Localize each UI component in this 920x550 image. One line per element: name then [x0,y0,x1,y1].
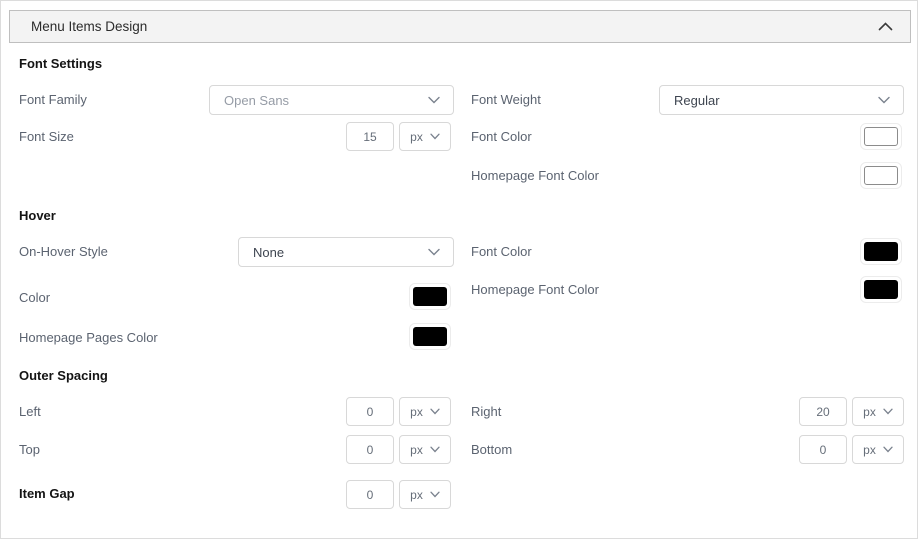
panel-frame: Menu Items Design Font Settings Font Fam… [0,0,918,539]
spacing-right-group: 20 px [799,397,904,426]
section-title-hover: Hover [19,208,56,223]
homepage-font-color-swatch[interactable] [860,162,902,189]
spacing-right-unit: px [863,404,876,419]
chevron-down-icon [428,96,440,104]
panel-header[interactable]: Menu Items Design [9,10,911,43]
hover-homepage-font-color-swatch[interactable] [860,276,902,303]
chevron-down-icon [883,446,893,453]
hover-font-color-swatch[interactable] [860,238,902,265]
spacing-right-input[interactable]: 20 [799,397,847,426]
section-title-outer-spacing: Outer Spacing [19,368,108,383]
hover-font-color-value [864,242,898,261]
spacing-bottom-unit: px [863,442,876,457]
chevron-down-icon [430,133,440,140]
spacing-top-group: 0 px [346,435,451,464]
font-weight-label: Font Weight [471,92,541,107]
font-size-label: Font Size [19,129,74,144]
homepage-font-color-value [864,166,898,185]
section-title-font-settings: Font Settings [19,56,103,71]
hover-homepage-font-color-value [864,280,898,299]
homepage-pages-color-value [413,327,447,346]
font-color-value [864,127,898,146]
font-size-input[interactable]: 15 [346,122,394,151]
item-gap-unit-select[interactable]: px [399,480,451,509]
hover-homepage-font-color-label: Homepage Font Color [471,282,599,297]
hover-color-value [413,287,447,306]
spacing-bottom-label: Bottom [471,442,513,457]
font-weight-select[interactable]: Regular [659,85,904,115]
item-gap-unit: px [410,487,423,502]
spacing-left-unit: px [410,404,423,419]
font-size-unit-select[interactable]: px [399,122,451,151]
chevron-down-icon [430,491,440,498]
hover-color-swatch[interactable] [409,283,451,310]
hover-font-color-label: Font Color [471,244,532,259]
chevron-down-icon [430,408,440,415]
homepage-font-color-label: Homepage Font Color [471,168,599,183]
item-gap-input[interactable]: 0 [346,480,394,509]
spacing-left-input[interactable]: 0 [346,397,394,426]
hover-color-label: Color [19,290,51,305]
font-size-unit: px [410,129,423,144]
spacing-left-label: Left [19,404,41,419]
spacing-left-unit-select[interactable]: px [399,397,451,426]
spacing-top-input[interactable]: 0 [346,435,394,464]
chevron-down-icon [883,408,893,415]
font-size-group: 15 px [346,122,451,151]
on-hover-style-select[interactable]: None [238,237,454,267]
chevron-down-icon [878,96,890,104]
spacing-right-label: Right [471,404,502,419]
font-family-label: Font Family [19,92,87,107]
font-family-select[interactable]: Open Sans [209,85,454,115]
on-hover-style-value: None [253,244,285,260]
item-gap-group: 0 px [346,480,451,509]
homepage-pages-color-label: Homepage Pages Color [19,330,158,345]
spacing-top-unit-select[interactable]: px [399,435,451,464]
spacing-left-group: 0 px [346,397,451,426]
chevron-down-icon [428,248,440,256]
font-family-value: Open Sans [224,92,290,108]
homepage-pages-color-swatch[interactable] [409,323,451,350]
spacing-top-unit: px [410,442,423,457]
spacing-right-unit-select[interactable]: px [852,397,904,426]
font-color-swatch[interactable] [860,123,902,150]
font-color-label: Font Color [471,129,532,144]
panel-title: Menu Items Design [31,19,148,34]
spacing-bottom-unit-select[interactable]: px [852,435,904,464]
spacing-bottom-input[interactable]: 0 [799,435,847,464]
item-gap-label: Item Gap [19,486,75,501]
on-hover-style-label: On-Hover Style [19,244,108,259]
chevron-down-icon [430,446,440,453]
chevron-up-icon[interactable] [878,22,893,31]
spacing-top-label: Top [19,442,40,457]
spacing-bottom-group: 0 px [799,435,904,464]
font-weight-value: Regular [674,92,720,108]
